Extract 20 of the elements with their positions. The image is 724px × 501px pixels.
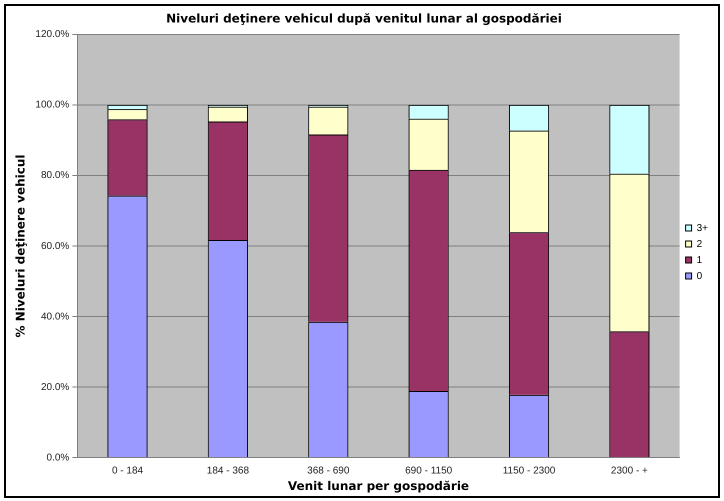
legend-label: 3+ — [696, 222, 708, 234]
y-tick-label: 80.0% — [40, 170, 70, 182]
y-axis-title: % Niveluri deţinere vehicul — [13, 154, 28, 338]
y-tick-label: 120.0% — [35, 29, 70, 40]
x-tick-label: 1150 - 2300 — [502, 465, 556, 476]
chart-title: Niveluri deţinere vehicul după venitul lunar al gospodăriei — [166, 11, 562, 26]
y-tick-label: 0.0% — [46, 452, 70, 464]
x-tick-label: 2300 - + — [610, 465, 648, 476]
legend-label: 2 — [696, 238, 703, 250]
x-axis-title: Venit lunar per gospodărie — [288, 478, 470, 493]
x-tick-label: 368 - 690 — [307, 465, 350, 476]
x-tick-label: 690 - 1150 — [405, 465, 453, 476]
x-tick-label: 184 - 368 — [206, 465, 250, 476]
y-tick-label: 60.0% — [40, 240, 70, 252]
legend-label: 1 — [696, 254, 703, 266]
x-tick-label: 0 - 184 — [112, 465, 144, 476]
y-tick-label: 40.0% — [40, 311, 70, 322]
legend-label: 0 — [696, 270, 703, 282]
y-tick-label: 100.0% — [35, 100, 70, 111]
y-tick-label: 20.0% — [40, 382, 70, 393]
